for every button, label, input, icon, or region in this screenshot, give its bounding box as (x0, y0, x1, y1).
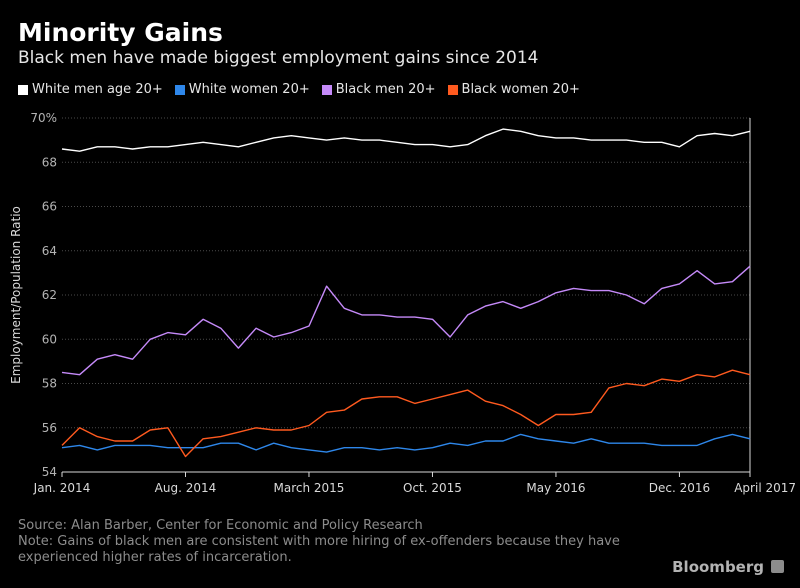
y-tick-label: 56 (42, 421, 57, 435)
y-tick-label: 66 (42, 200, 57, 214)
source-note: Source: Alan Barber, Center for Economic… (18, 518, 423, 533)
legend-swatch-black-women (447, 84, 458, 95)
legend: White men age 20+ White women 20+ Black … (18, 82, 592, 97)
y-tick-label: 68 (42, 155, 57, 169)
bloomberg-chart-icon (771, 560, 784, 573)
legend-swatch-white-men (18, 84, 28, 95)
series-line-black-men-20 (61, 265, 751, 376)
y-axis-label: Employment/Population Ratio (9, 206, 23, 384)
legend-item-white-men: White men age 20+ (18, 82, 163, 97)
legend-label-white-women: White women 20+ (188, 82, 310, 97)
y-tick-label: 64 (42, 244, 57, 258)
chart-footer: Source: Alan Barber, Center for Economic… (18, 518, 658, 566)
legend-label-black-men: Black men 20+ (335, 82, 436, 97)
x-tick-label: March 2015 (274, 481, 345, 495)
line-chart: 54 56 58 60 62 64 66 68 70% Employment/Population… (9, 111, 796, 495)
y-tick-label: 58 (42, 377, 57, 391)
x-tick-label: Jan. 2014 (33, 481, 91, 495)
x-tick-label: Oct. 2015 (403, 481, 462, 495)
legend-swatch-black-men (321, 84, 332, 95)
series-line-white-men-age-20 (61, 128, 751, 152)
series-line-black-women-20 (61, 369, 751, 458)
chart-subtitle: Black men have made biggest employment g… (18, 48, 539, 68)
legend-swatch-white-women (174, 84, 185, 95)
y-tick-label: 62 (42, 288, 57, 302)
legend-label-white-men: White men age 20+ (32, 82, 163, 97)
legend-label-black-women: Black women 20+ (461, 82, 580, 97)
footnote: Note: Gains of black men are consistent … (18, 534, 620, 565)
legend-item-black-men: Black men 20+ (321, 82, 436, 97)
chart-title: Minority Gains (18, 18, 223, 47)
x-tick-label: Aug. 2014 (155, 481, 217, 495)
series-line-white-women-20 (61, 433, 751, 453)
y-tick-label: 70% (30, 111, 57, 125)
x-tick-label: May 2016 (526, 481, 585, 495)
x-tick-label: April 2017 (734, 481, 796, 495)
brand-logo: Bloomberg (672, 558, 764, 576)
legend-item-black-women: Black women 20+ (447, 82, 580, 97)
x-tick-label: Dec. 2016 (649, 481, 710, 495)
y-tick-label: 54 (42, 465, 57, 479)
legend-item-white-women: White women 20+ (174, 82, 310, 97)
y-tick-label: 60 (42, 332, 57, 346)
